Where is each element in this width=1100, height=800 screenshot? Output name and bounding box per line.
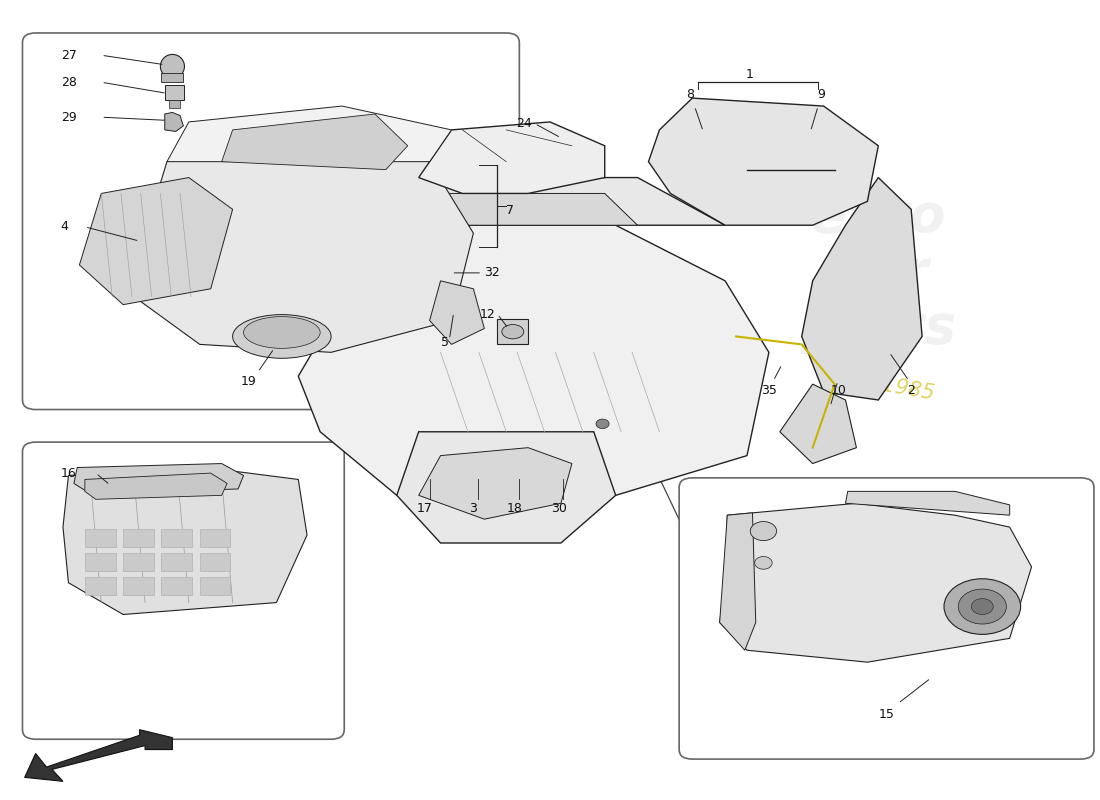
Text: 30: 30 — [551, 502, 566, 514]
Text: 24: 24 — [516, 117, 531, 130]
Text: euro: euro — [811, 191, 946, 243]
Polygon shape — [134, 138, 473, 352]
Polygon shape — [74, 463, 243, 494]
Bar — [123, 530, 154, 547]
Bar — [165, 85, 185, 101]
Text: 8: 8 — [686, 89, 694, 102]
Ellipse shape — [161, 54, 185, 78]
Bar — [85, 530, 116, 547]
Polygon shape — [165, 113, 184, 131]
Polygon shape — [430, 281, 484, 344]
Polygon shape — [719, 503, 1032, 662]
Bar — [200, 554, 230, 571]
Polygon shape — [846, 491, 1010, 515]
Bar — [162, 577, 192, 594]
FancyBboxPatch shape — [22, 442, 344, 739]
Text: parts: parts — [801, 302, 956, 354]
Text: 3: 3 — [470, 502, 477, 514]
Polygon shape — [419, 122, 605, 194]
Text: 28: 28 — [60, 76, 77, 89]
Bar — [169, 100, 180, 108]
Bar — [85, 554, 116, 571]
Text: Car: Car — [828, 247, 928, 299]
Text: 35: 35 — [761, 384, 777, 397]
Text: 16: 16 — [60, 466, 77, 479]
Circle shape — [596, 419, 609, 429]
Circle shape — [750, 522, 777, 541]
Polygon shape — [85, 473, 227, 499]
Bar — [162, 73, 184, 82]
Circle shape — [944, 578, 1021, 634]
Text: since 1985: since 1985 — [821, 364, 936, 404]
Bar — [200, 577, 230, 594]
Text: 1: 1 — [746, 68, 754, 81]
Text: 19: 19 — [241, 374, 257, 387]
Text: 27: 27 — [60, 49, 77, 62]
Text: 5: 5 — [441, 336, 449, 350]
Bar — [200, 530, 230, 547]
Polygon shape — [24, 730, 173, 782]
Text: 12: 12 — [480, 308, 495, 321]
Text: 17: 17 — [416, 502, 432, 514]
Polygon shape — [222, 114, 408, 170]
Polygon shape — [63, 467, 307, 614]
Text: 4: 4 — [60, 220, 68, 234]
Text: 18: 18 — [507, 502, 522, 514]
Text: a passion for parts: a passion for parts — [472, 442, 628, 486]
Ellipse shape — [232, 314, 331, 358]
Ellipse shape — [243, 317, 320, 348]
Text: 9: 9 — [817, 89, 825, 102]
Text: 15: 15 — [879, 708, 895, 722]
Polygon shape — [298, 226, 769, 495]
Bar — [85, 577, 116, 594]
Polygon shape — [375, 178, 725, 226]
Circle shape — [958, 589, 1007, 624]
Polygon shape — [167, 106, 451, 162]
Polygon shape — [419, 448, 572, 519]
Text: 10: 10 — [830, 384, 847, 397]
Bar — [123, 554, 154, 571]
Polygon shape — [780, 384, 857, 463]
FancyBboxPatch shape — [22, 33, 519, 410]
Text: 29: 29 — [60, 110, 77, 124]
Ellipse shape — [502, 325, 524, 339]
Circle shape — [971, 598, 993, 614]
Bar — [162, 554, 192, 571]
Bar — [497, 319, 528, 344]
Polygon shape — [79, 178, 232, 305]
Polygon shape — [397, 432, 616, 543]
Polygon shape — [649, 98, 878, 226]
Bar — [162, 530, 192, 547]
Polygon shape — [719, 513, 756, 650]
Text: 32: 32 — [484, 266, 500, 279]
Polygon shape — [802, 178, 922, 400]
Text: 2: 2 — [908, 384, 915, 397]
Bar — [123, 577, 154, 594]
FancyBboxPatch shape — [679, 478, 1093, 759]
Circle shape — [755, 557, 772, 570]
Polygon shape — [419, 194, 638, 226]
Text: 7: 7 — [506, 205, 514, 218]
